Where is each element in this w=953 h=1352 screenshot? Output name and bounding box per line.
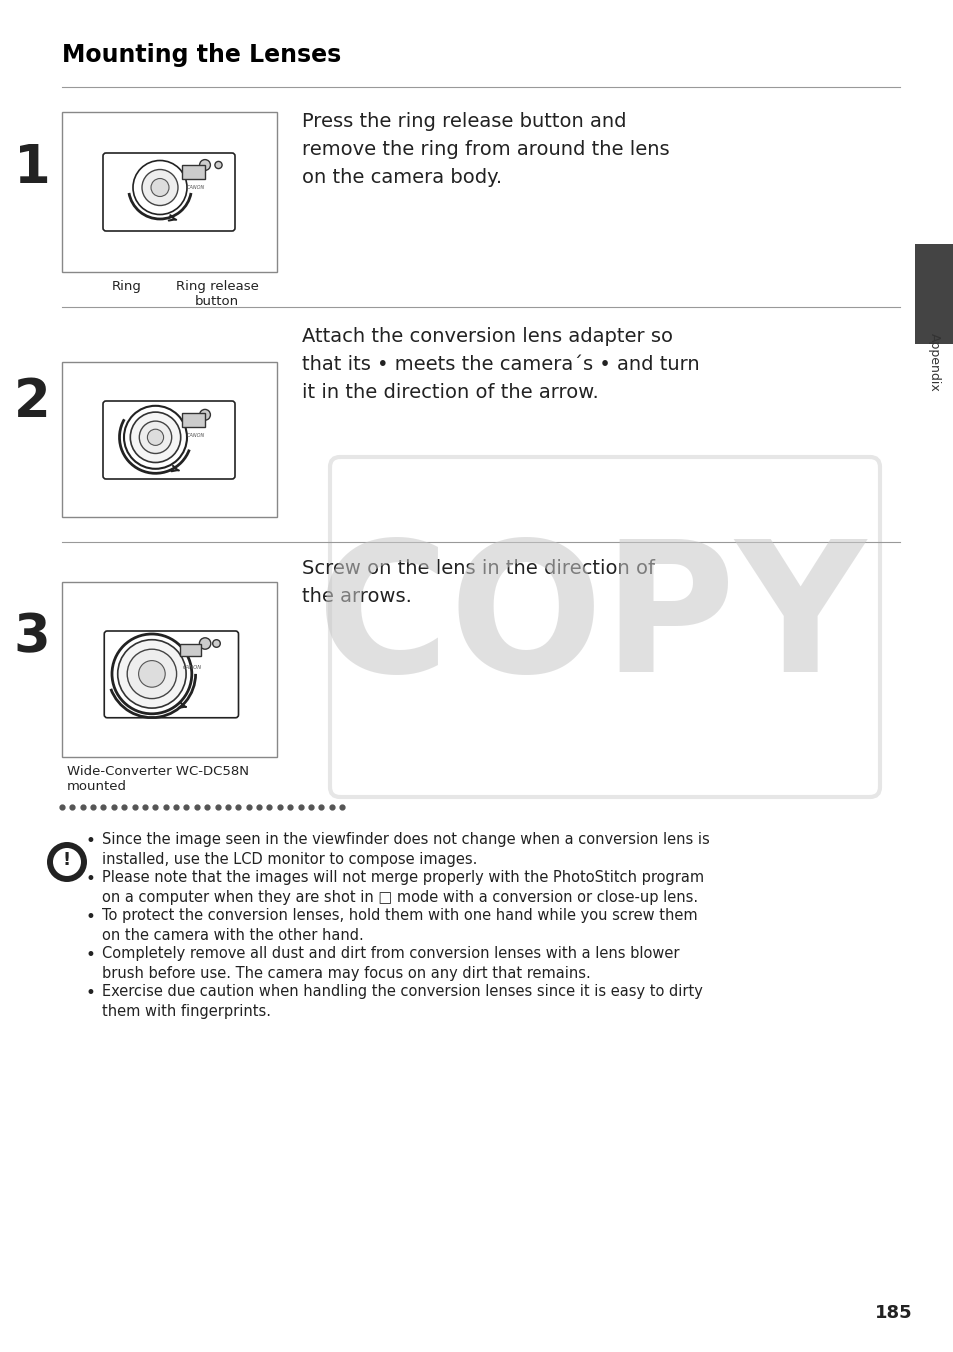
Text: •: •: [85, 869, 95, 888]
Text: CANON: CANON: [187, 185, 205, 191]
Circle shape: [199, 410, 211, 420]
Circle shape: [139, 420, 172, 453]
Text: 3: 3: [13, 611, 51, 662]
Circle shape: [214, 161, 222, 169]
Bar: [180, 644, 201, 656]
Circle shape: [47, 842, 87, 882]
Circle shape: [199, 160, 211, 170]
Text: Wide-Converter WC-DC58N
mounted: Wide-Converter WC-DC58N mounted: [67, 765, 249, 794]
Text: Exercise due caution when handling the conversion lenses since it is easy to dir: Exercise due caution when handling the c…: [102, 984, 702, 1019]
Text: COPY: COPY: [316, 534, 865, 710]
Text: To protect the conversion lenses, hold them with one hand while you screw them
o: To protect the conversion lenses, hold t…: [102, 909, 697, 944]
Bar: [182, 165, 205, 178]
Text: Ring release
button: Ring release button: [175, 280, 258, 308]
Circle shape: [148, 429, 163, 445]
Circle shape: [112, 634, 192, 714]
Text: Mounting the Lenses: Mounting the Lenses: [62, 43, 341, 68]
FancyBboxPatch shape: [103, 402, 234, 479]
Text: CANON: CANON: [187, 433, 205, 438]
Circle shape: [213, 639, 220, 648]
Circle shape: [124, 406, 187, 469]
Text: CANON: CANON: [183, 665, 202, 669]
Text: Please note that the images will not merge properly with the PhotoStitch program: Please note that the images will not mer…: [102, 869, 703, 906]
Text: 185: 185: [874, 1303, 912, 1322]
FancyBboxPatch shape: [103, 153, 234, 231]
Text: Screw on the lens in the direction of
the arrows.: Screw on the lens in the direction of th…: [302, 558, 655, 606]
Bar: [62, 112, 276, 272]
Circle shape: [132, 161, 187, 215]
Bar: [62, 362, 276, 516]
Circle shape: [127, 649, 176, 699]
Text: Appendix: Appendix: [926, 333, 940, 392]
Circle shape: [142, 169, 178, 206]
Text: •: •: [85, 946, 95, 964]
Text: !: !: [63, 850, 71, 869]
Text: Press the ring release button and
remove the ring from around the lens
on the ca: Press the ring release button and remove…: [302, 112, 669, 187]
Circle shape: [199, 638, 211, 649]
Text: 1: 1: [13, 142, 51, 193]
Circle shape: [53, 848, 81, 876]
Text: Attach the conversion lens adapter so
that its • meets the camera´s • and turn
i: Attach the conversion lens adapter so th…: [302, 327, 699, 402]
Text: •: •: [85, 984, 95, 1002]
FancyBboxPatch shape: [104, 631, 238, 718]
Bar: [62, 581, 276, 757]
Text: 2: 2: [13, 376, 51, 429]
Circle shape: [151, 178, 169, 196]
Text: •: •: [85, 831, 95, 850]
Text: Since the image seen in the viewfinder does not change when a conversion lens is: Since the image seen in the viewfinder d…: [102, 831, 709, 868]
Text: •: •: [85, 909, 95, 926]
Circle shape: [131, 412, 180, 462]
Text: Ring: Ring: [112, 280, 142, 293]
Bar: [182, 412, 205, 426]
Circle shape: [117, 639, 186, 708]
Circle shape: [138, 661, 165, 687]
Bar: [914, 243, 953, 343]
Text: Completely remove all dust and dirt from conversion lenses with a lens blower
br: Completely remove all dust and dirt from…: [102, 946, 679, 982]
